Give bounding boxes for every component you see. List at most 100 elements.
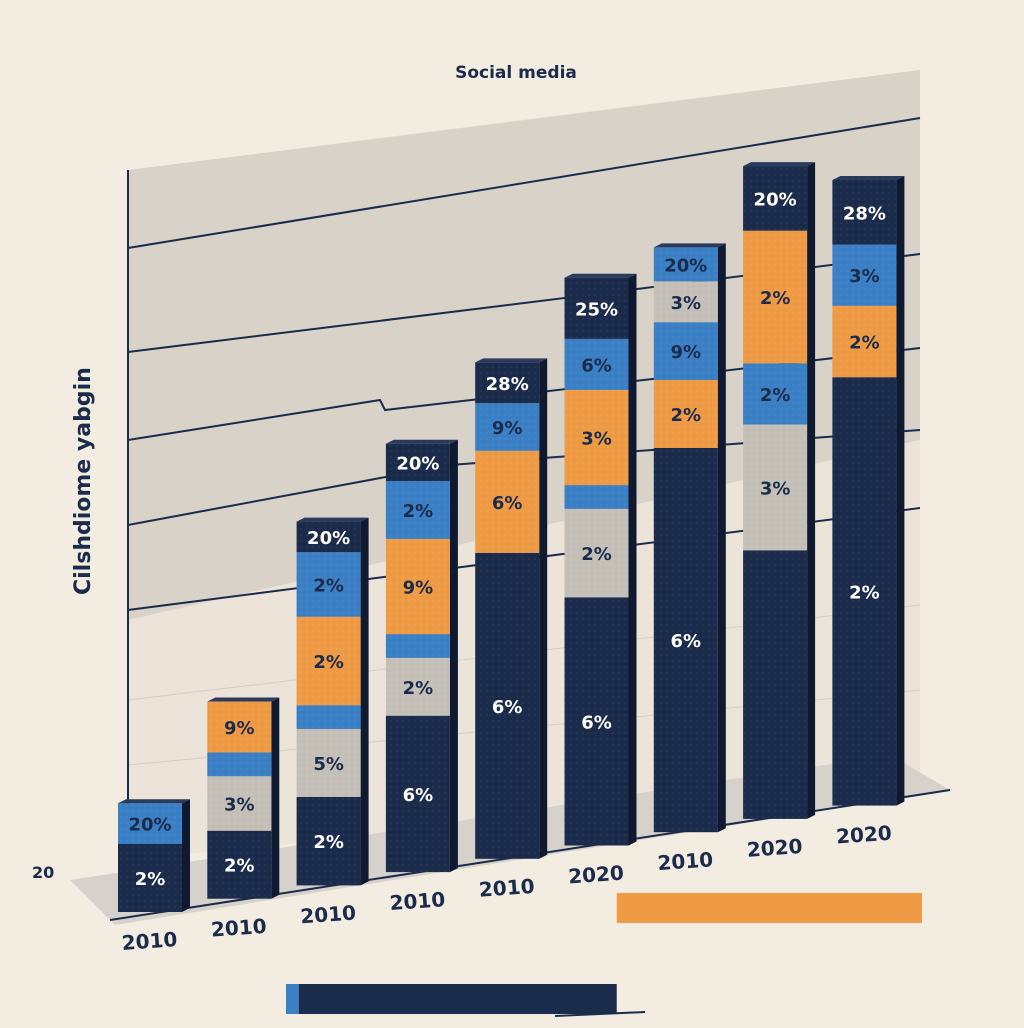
segment-value-label: 2% — [313, 832, 344, 853]
segment-value-label: 2% — [671, 405, 702, 426]
bar-segment-texture — [564, 338, 629, 390]
x-tick-label: 2010 — [657, 847, 714, 875]
segment-value-label: 2% — [135, 869, 166, 890]
bar-segment-texture — [296, 729, 361, 797]
bar-segment-texture — [743, 424, 808, 551]
bar-top — [832, 176, 905, 180]
bar-segment-texture — [564, 389, 629, 486]
bar-segment-texture — [118, 844, 182, 912]
bar-segment-texture — [296, 552, 361, 617]
segment-value-label: 2% — [313, 652, 344, 673]
bar-segment-texture — [564, 508, 629, 598]
segment-value-label: 2% — [224, 856, 255, 877]
bar-segment-texture — [743, 550, 808, 819]
segment-value-label: 3% — [849, 266, 880, 287]
segment-value-label: 20% — [664, 255, 707, 276]
segment-value-label: 2% — [760, 288, 791, 309]
bars: 2%20%2%3%9%2%5%2%2%20%6%2%9%2%20%6%6%9%2… — [118, 162, 905, 912]
segment-value-label: 2% — [849, 582, 880, 603]
legend-swatch — [298, 984, 617, 1014]
bar-segment-texture — [475, 450, 540, 553]
segment-value-label: 6% — [492, 697, 523, 718]
x-tick-label: 2010 — [121, 927, 178, 955]
bar-top — [564, 273, 637, 278]
segment-value-label: 6% — [403, 785, 434, 806]
legend-underline — [554, 1011, 646, 1017]
bar-side — [449, 439, 458, 873]
bar-segment-texture — [564, 597, 629, 846]
y-tick-label: 20 — [32, 863, 54, 882]
segment-value-label: 2% — [313, 576, 344, 597]
bar-segment-texture — [653, 322, 718, 380]
segment-value-label: 3% — [581, 429, 612, 450]
bar-segment-texture — [832, 377, 897, 806]
segment-value-label: 3% — [224, 795, 255, 816]
segment-value-label: 2% — [403, 501, 434, 522]
bar-segment-texture — [296, 705, 361, 729]
x-tick-labels: 2010 2010 2010 2010 2010 2020 2010 2020 2020 — [121, 821, 893, 955]
bar-segment-texture — [564, 485, 629, 509]
bar-side — [628, 273, 637, 846]
bar-side — [807, 162, 816, 819]
segment-value-label: 25% — [575, 299, 618, 320]
bar-segment-texture — [296, 797, 361, 886]
bar-segment-texture — [653, 281, 718, 323]
x-tick-label: 2020 — [746, 834, 803, 862]
bar-6: 6% 2% 3% 6% 25% — [564, 273, 637, 846]
segment-value-label: 6% — [581, 355, 612, 376]
bar-side — [539, 358, 548, 859]
bar-segment-texture — [564, 277, 629, 339]
bar-segment-texture — [296, 616, 361, 706]
segment-value-label: 2% — [581, 544, 612, 565]
bar-3: 2% 5% 2% 2% 20% — [296, 517, 369, 886]
bar-top — [296, 517, 369, 522]
bar-side — [717, 243, 726, 833]
bar-top — [653, 243, 726, 248]
x-tick-label: 2010 — [300, 901, 357, 929]
bar-segment-texture — [385, 634, 450, 658]
bar-segment-texture — [743, 363, 808, 425]
bar-segment-texture — [743, 166, 808, 231]
bar-4: 6% 2% 9% 2% 20% — [385, 439, 458, 873]
bar-top — [743, 162, 816, 167]
bar-segment-texture — [385, 715, 450, 873]
bar-segment-texture — [653, 380, 718, 448]
segment-value-label: 2% — [760, 385, 791, 406]
bar-7: 6% 2% 9% 3% 20% — [653, 243, 726, 833]
bar-segment-texture — [385, 657, 450, 716]
segment-value-label: 6% — [671, 631, 702, 652]
bar-top — [118, 799, 190, 804]
bar-9: 2% 2% 3% 28% — [832, 176, 905, 806]
x-tick-label: 2010 — [389, 887, 446, 915]
x-tick-label: 2020 — [567, 861, 624, 889]
segment-value-label: 28% — [486, 374, 529, 395]
segment-value-label: 9% — [224, 718, 255, 739]
segment-value-label: 20% — [396, 453, 439, 474]
bar-segment-texture — [653, 448, 718, 833]
bar-segment-texture — [832, 305, 897, 378]
segment-value-label: 6% — [492, 493, 523, 514]
segment-value-label: 20% — [307, 528, 350, 549]
x-tick-label: 2020 — [835, 821, 892, 849]
segment-value-label: 3% — [760, 478, 791, 499]
bar-5: 6% 6% 9% 28% — [475, 358, 548, 859]
bar-2: 2% 3% 9% — [207, 697, 280, 899]
bar-segment-texture — [475, 403, 540, 451]
chart-title: Social media — [455, 63, 577, 83]
segment-value-label: 2% — [403, 678, 434, 699]
bar-segment-texture — [385, 538, 450, 635]
bar-segment-texture — [653, 247, 718, 282]
x-tick-label: 2010 — [478, 874, 535, 902]
bar-segment-texture — [832, 244, 897, 306]
segment-value-label: 9% — [492, 418, 523, 439]
bar-top — [385, 439, 458, 444]
legend — [286, 893, 922, 1014]
bar-segment-texture — [296, 521, 361, 553]
bar-segment-texture — [385, 481, 450, 539]
bar-8: 3% 2% 2% 20% — [743, 162, 816, 819]
bar-segment-texture — [475, 362, 540, 404]
bar-segment-texture — [832, 180, 897, 245]
bar-segment-texture — [118, 803, 182, 844]
